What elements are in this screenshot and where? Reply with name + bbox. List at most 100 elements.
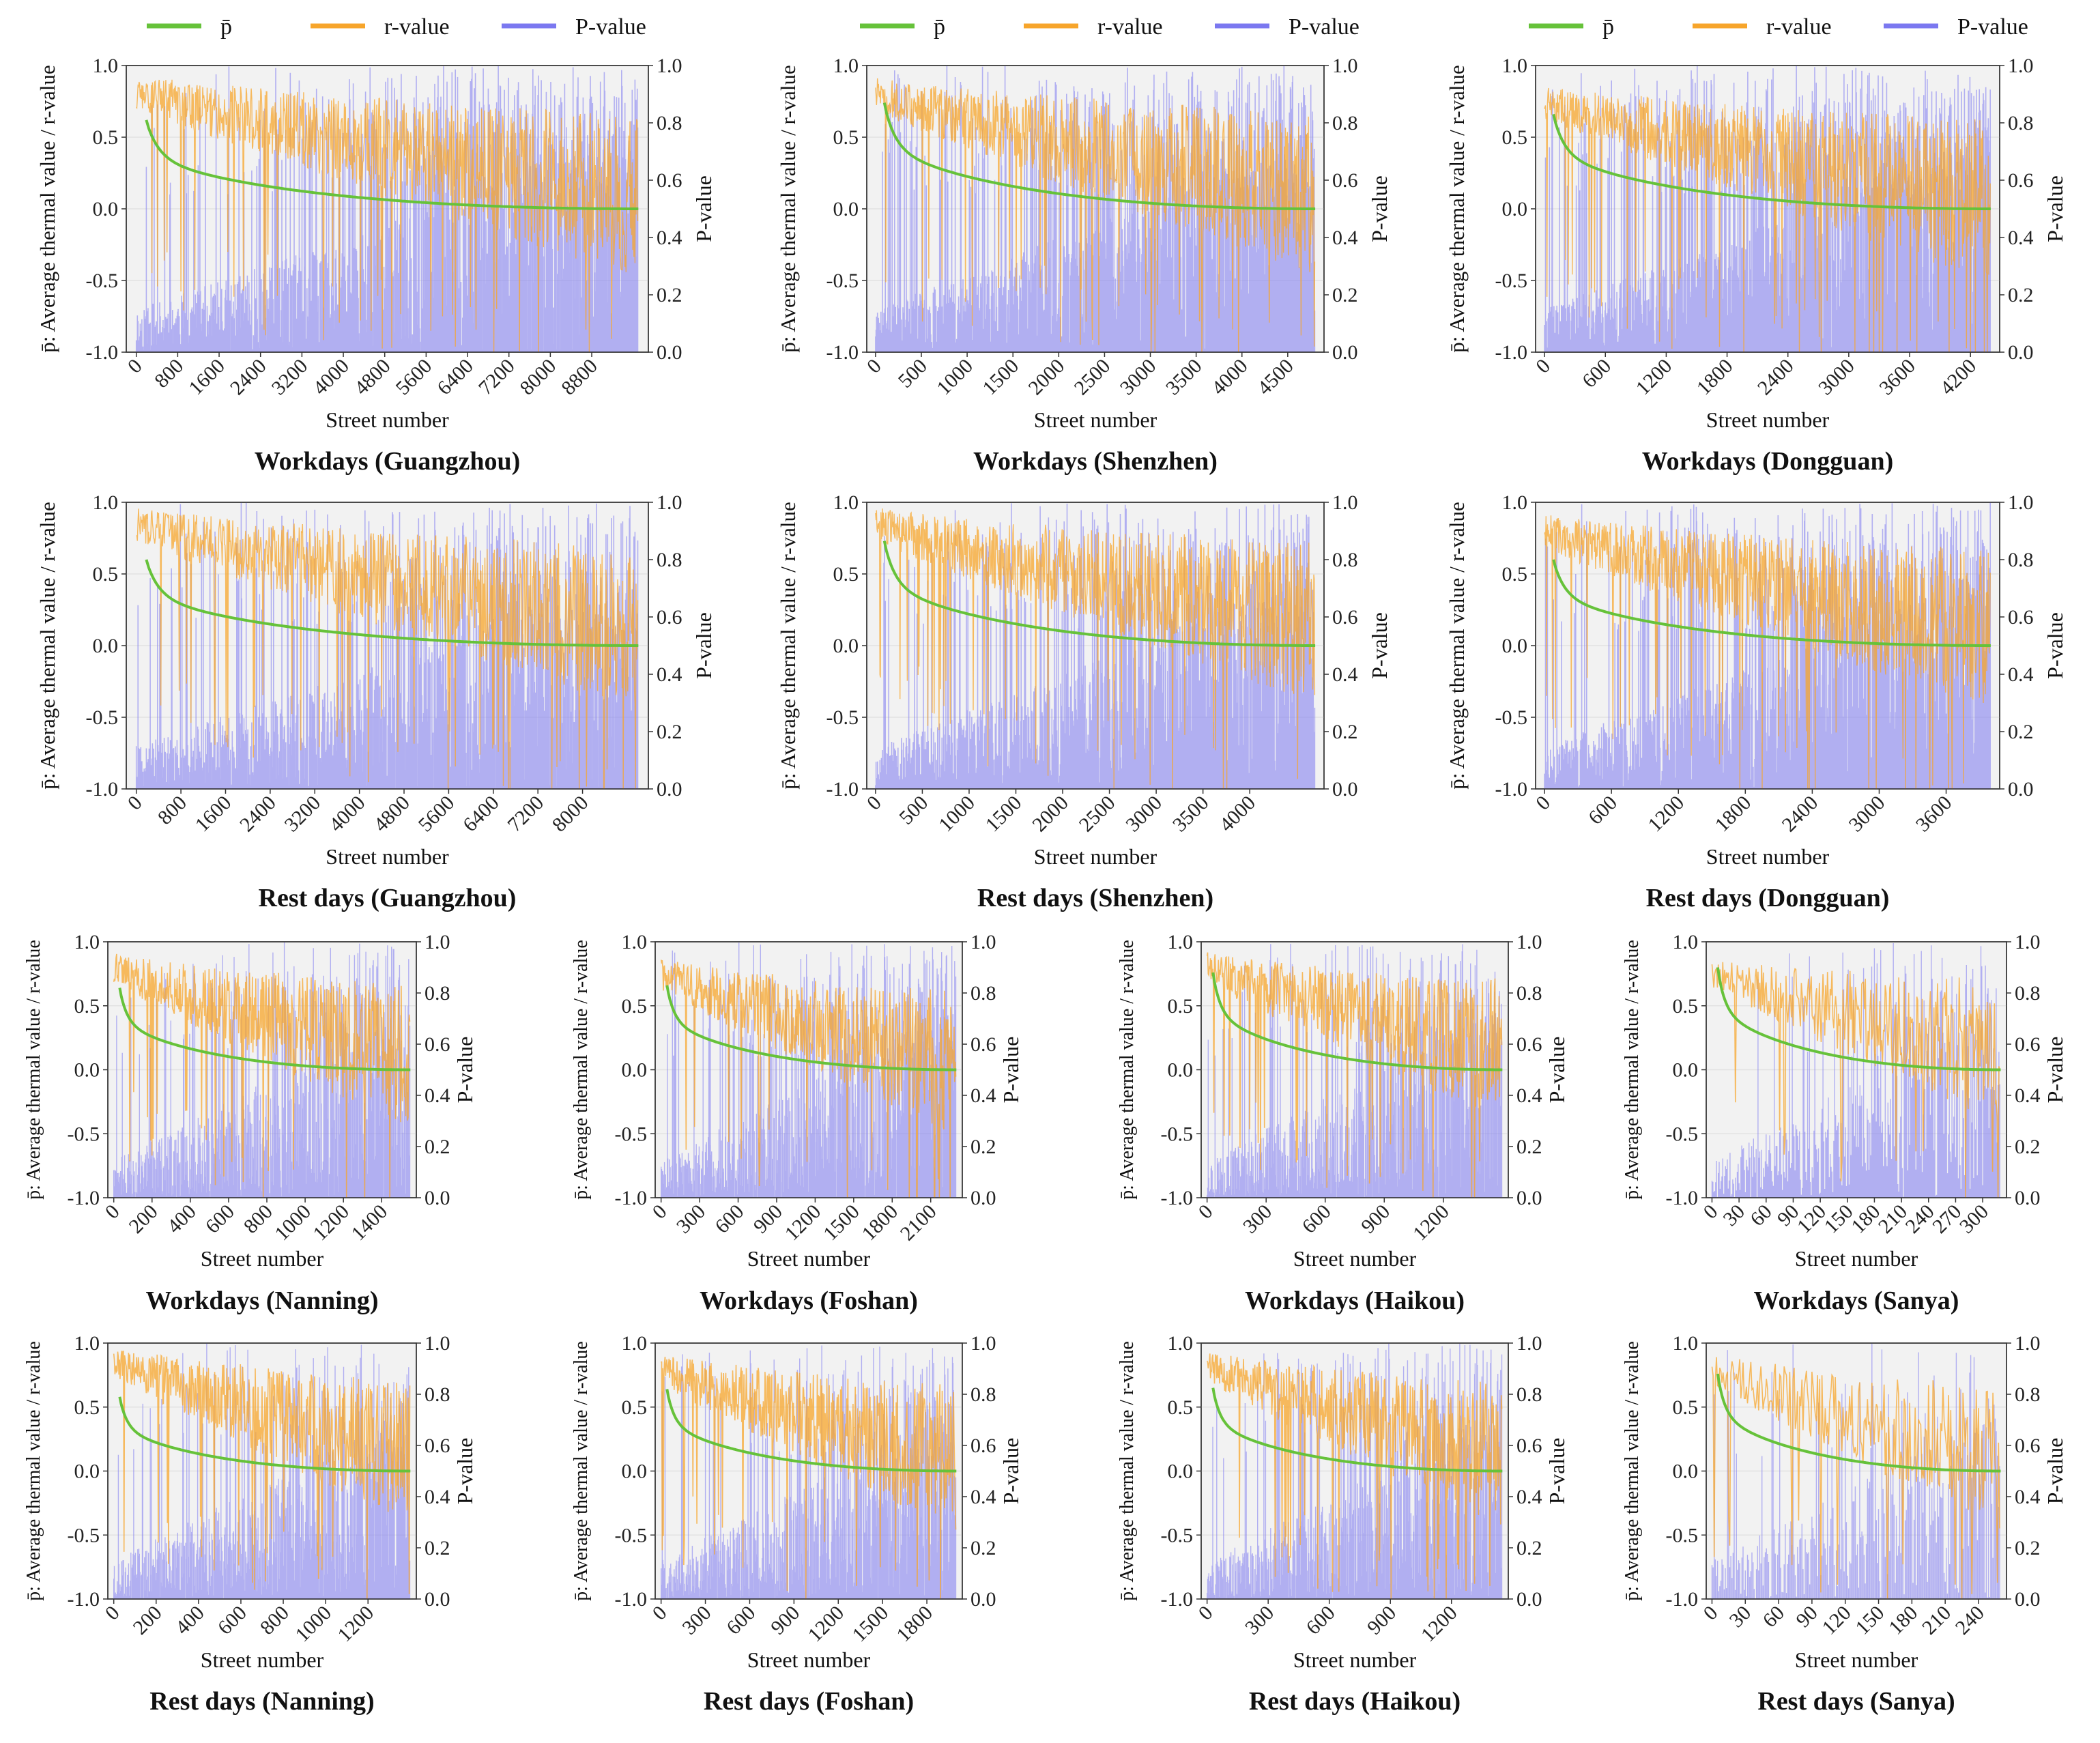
x-tick-label: 1200	[308, 1200, 354, 1245]
y-tick-label: -1.0	[826, 341, 859, 364]
y-axis-label: p̄: Average thermal value / r-value	[776, 502, 800, 789]
y2-tick-label: 1.0	[2015, 931, 2041, 953]
x-tick-label: 600	[1301, 1602, 1339, 1639]
x-tick-label: 1800	[1710, 792, 1755, 837]
y-tick-label: -0.5	[615, 1524, 648, 1546]
legend-row1-right: p̄ r-value P-value	[1529, 14, 2028, 40]
x-tick-label: 200	[129, 1602, 167, 1639]
y-tick-label: 1.0	[1673, 931, 1699, 953]
x-tick-label: 1000	[270, 1200, 315, 1245]
y-tick-label: 1.0	[93, 55, 119, 77]
y2-tick-label: 0.2	[1332, 721, 1358, 743]
y-axis-label: p̄: Average thermal value / r-value	[1622, 940, 1643, 1200]
x-axis-label: Street number	[1293, 1246, 1417, 1271]
x-tick-label: 4800	[350, 355, 395, 400]
y-tick-label: 1.0	[74, 1332, 100, 1355]
x-tick-label: 300	[678, 1602, 715, 1639]
y2-tick-label: 0.8	[2015, 982, 2041, 1005]
x-tick-label: 1200	[333, 1602, 378, 1647]
p-value-series	[875, 503, 1316, 789]
y2-tick-label: 0.0	[2015, 1588, 2041, 1611]
y2-tick-label: 0.6	[2008, 606, 2034, 629]
x-tick-label: 0	[648, 1200, 672, 1224]
x-tick-label: 2100	[896, 1200, 941, 1245]
x-tick-label: 3500	[1162, 355, 1207, 400]
y2-tick-label: 0.2	[1332, 284, 1358, 306]
p-mean-series	[1552, 559, 1991, 647]
y2-tick-label: 0.6	[970, 1435, 996, 1457]
x-tick-label: 180	[1884, 1602, 1922, 1639]
y2-tick-label: 0.2	[425, 1537, 450, 1559]
y-tick-label: 1.0	[833, 55, 859, 77]
chart-title: Workdays (Foshan)	[700, 1286, 918, 1315]
y-tick-label: -1.0	[1495, 778, 1528, 801]
x-tick-label: 1000	[934, 792, 979, 837]
y2-axis-label: P-value	[452, 1438, 477, 1505]
x-tick-label: 0	[1531, 355, 1555, 378]
y2-tick-label: 0.0	[657, 341, 682, 364]
x-tick-label: 600	[201, 1200, 239, 1238]
legend-label-p-mean: p̄	[934, 14, 945, 40]
chart-title: Workdays (Dongguan)	[1642, 447, 1893, 476]
x-tick-label: 1200	[803, 1602, 848, 1647]
x-tick-label: 1500	[819, 1200, 864, 1245]
y2-tick-label: 0.2	[425, 1136, 450, 1158]
panel-workdays-sanya: -1.0 -0.5 0.0 0.5 1.0 0.0 0.2 0.4 0.6 0.8 1.0 03060…	[1622, 931, 2067, 1315]
x-tick-label: 0	[1699, 1602, 1722, 1625]
r-value-series	[1544, 87, 1991, 352]
y2-axis-label: P-value	[691, 175, 716, 242]
x-tick-label: 2400	[1753, 355, 1798, 400]
y-tick-label: 0.0	[1673, 1059, 1699, 1082]
panel-workdays-haikou: -1.0 -0.5 0.0 0.5 1.0 0.0 0.2 0.4 0.6 0.8 1.0 0 300 6…	[1117, 931, 1569, 1315]
y2-tick-label: 1.0	[1332, 491, 1358, 514]
x-tick-label: 900	[766, 1602, 804, 1639]
y-tick-label: -0.5	[1161, 1524, 1194, 1546]
y2-tick-label: 0.0	[2008, 341, 2034, 364]
x-tick-label: 4000	[308, 355, 354, 400]
y2-tick-label: 0.8	[970, 982, 996, 1005]
p-mean-series	[118, 1396, 411, 1473]
chart-title: Rest days (Shenzhen)	[977, 884, 1213, 912]
y-axis-label: p̄: Average thermal value / r-value	[35, 502, 59, 789]
y2-tick-label: 0.0	[970, 1187, 996, 1209]
x-tick-label: 3000	[1814, 355, 1859, 400]
p-value-series	[135, 502, 639, 789]
y-axis-label: p̄: Average thermal value / r-value	[23, 1341, 44, 1601]
x-tick-label: 0	[101, 1200, 124, 1224]
y2-tick-label: 0.0	[657, 778, 682, 801]
y2-tick-label: 0.0	[1516, 1187, 1542, 1209]
y-tick-label: -0.5	[826, 270, 859, 292]
y2-tick-label: 0.2	[970, 1537, 996, 1559]
x-tick-label: 1200	[1643, 792, 1688, 837]
legend-row1-middle: p̄ r-value P-value	[860, 14, 1360, 40]
y-tick-label: 0.0	[1168, 1059, 1194, 1082]
x-tick-label: 1800	[857, 1200, 902, 1245]
legend-label-p-mean: p̄	[220, 14, 232, 40]
x-tick-label: 210	[1918, 1602, 1955, 1639]
x-tick-label: 2400	[1778, 792, 1823, 837]
r-value-series	[660, 960, 957, 1198]
x-tick-label: 600	[1298, 1200, 1336, 1238]
x-tick-label: 500	[895, 792, 932, 829]
x-axis-label: Street number	[201, 1246, 324, 1271]
r-value-series	[1544, 515, 1991, 789]
x-axis-label: Street number	[1795, 1647, 1918, 1672]
x-tick-label: 4000	[1207, 355, 1252, 400]
y2-tick-label: 0.2	[2008, 721, 2034, 743]
panel-workdays-nanning: -1.0 -0.5 0.0 0.5 1.0 0.0 0.2 0.4 0.6 0.8 1.0 0 200 4…	[23, 931, 477, 1315]
y2-axis-label: P-value	[691, 612, 716, 679]
y2-tick-label: 0.4	[1516, 1084, 1542, 1107]
x-tick-label: 2000	[1028, 792, 1073, 837]
x-tick-label: 1800	[892, 1602, 937, 1647]
y-tick-label: 0.0	[1168, 1460, 1194, 1483]
x-tick-label: 600	[1578, 355, 1615, 392]
x-tick-label: 5600	[392, 355, 437, 400]
y-tick-label: -1.0	[615, 1588, 648, 1611]
legend-label-p-value: P-value	[1957, 14, 2028, 40]
y2-tick-label: 0.2	[2015, 1537, 2041, 1559]
y-tick-label: 0.5	[622, 995, 648, 1018]
x-tick-label: 200	[125, 1200, 162, 1238]
y2-tick-label: 0.0	[425, 1187, 450, 1209]
p-mean-series	[882, 541, 1316, 647]
